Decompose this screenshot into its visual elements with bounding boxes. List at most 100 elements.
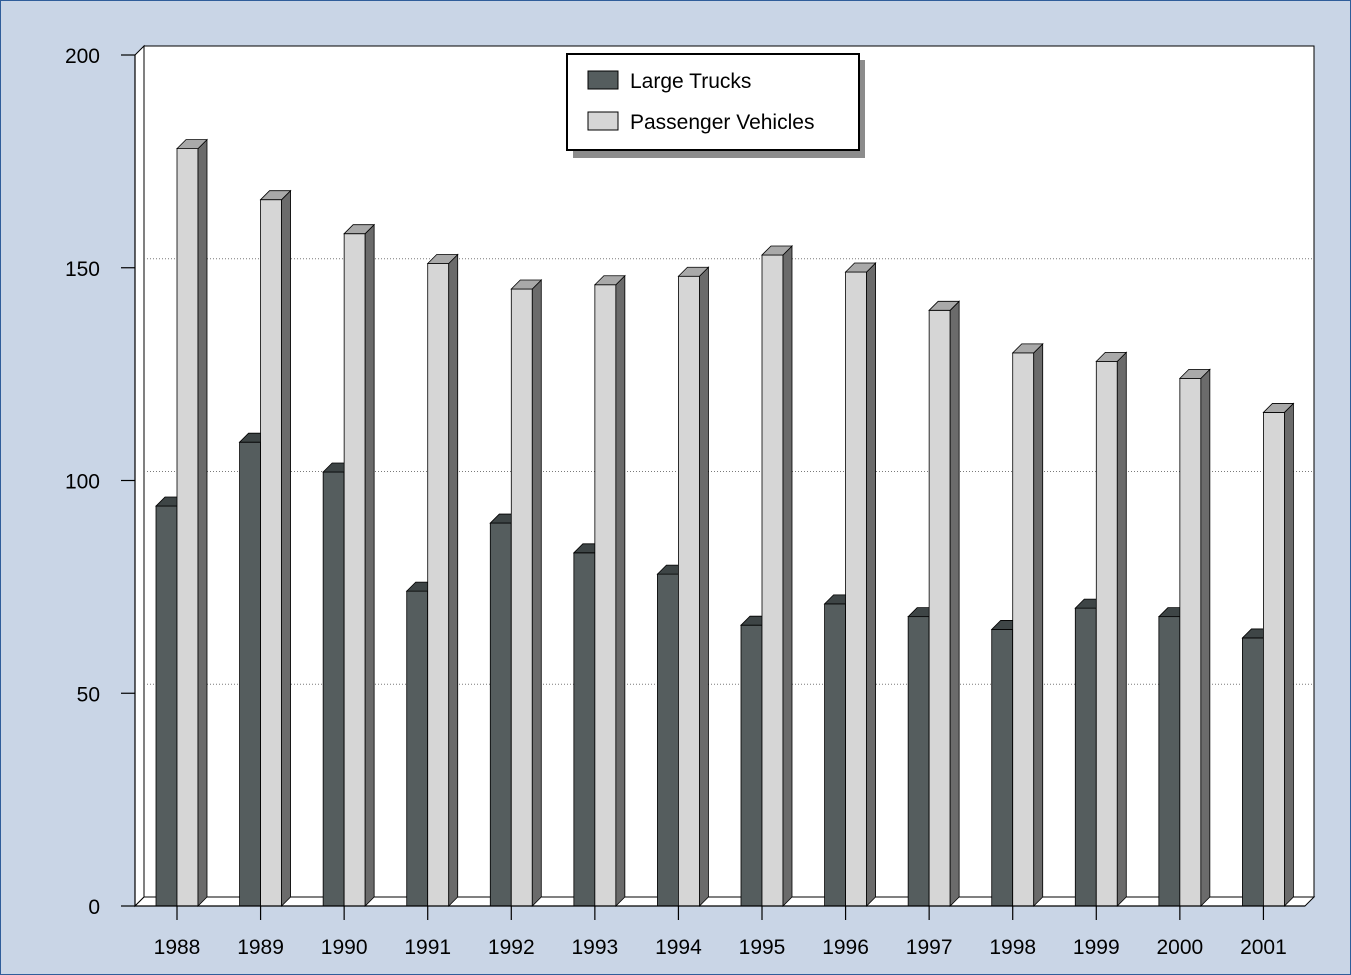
bar-top (259, 190, 292, 201)
x-tick-label: 1992 (488, 936, 535, 959)
bar-side (1116, 351, 1127, 907)
bar-front (1179, 377, 1202, 907)
legend: Large Trucks Passenger Vehicles (566, 53, 865, 158)
bar-top (510, 279, 543, 290)
bar-front (824, 603, 846, 907)
x-tick-label: 1998 (989, 936, 1036, 959)
bar-side (531, 279, 542, 907)
bar-side (949, 300, 960, 907)
bar-front (678, 275, 700, 907)
legend-swatch-passenger-vehicles (587, 111, 619, 131)
bar-front (260, 199, 282, 907)
bar-front (657, 573, 679, 907)
bar-front (1263, 412, 1285, 907)
bar-side (448, 253, 459, 907)
bar (1178, 368, 1211, 907)
bar-front (907, 616, 930, 907)
bar-front (322, 471, 345, 907)
y-tick-label: 150 (65, 258, 100, 281)
x-tick-label: 1988 (154, 936, 201, 959)
bar-front (991, 629, 1014, 907)
bar-front (1158, 616, 1181, 907)
bars (155, 138, 1295, 907)
x-tick-label: 2000 (1156, 936, 1203, 959)
bar (761, 245, 793, 907)
bar-side (866, 262, 876, 907)
bar-top (761, 245, 793, 256)
bar-side (699, 266, 709, 907)
bar (677, 266, 710, 907)
bar-front (740, 624, 763, 907)
bar (510, 279, 543, 907)
plot-left-wall (134, 44, 145, 908)
bar-top (426, 254, 459, 264)
bar (928, 300, 961, 907)
bar-top (1178, 368, 1211, 379)
bar-front (176, 148, 199, 907)
legend-swatch-large-trucks (587, 70, 619, 90)
y-tick-label: 0 (88, 896, 100, 919)
legend-label-large-trucks: Large Trucks (630, 70, 751, 93)
plot-area (133, 44, 1316, 908)
bar (844, 262, 877, 907)
bar-top (343, 224, 376, 235)
bar-side (197, 138, 208, 907)
bar-top (928, 300, 961, 311)
bar-front (1074, 607, 1097, 907)
bar-top (844, 262, 877, 273)
bar (1095, 351, 1128, 907)
x-tick-label: 1994 (655, 936, 702, 959)
bar (1262, 402, 1295, 907)
bar-front (406, 590, 429, 907)
bar (176, 138, 208, 907)
bar (343, 223, 376, 907)
bar-side (364, 223, 375, 907)
bar (593, 274, 626, 907)
bar-front (489, 522, 512, 907)
bar-front (845, 271, 867, 907)
axes: 0 50 100 150 200 1988 1989 1990 1991 1992 1993 1994… (65, 45, 1305, 959)
bar-top (1011, 343, 1044, 354)
bar-front (427, 263, 450, 907)
x-tick-label: 1995 (739, 936, 786, 959)
x-tick-label: 1989 (237, 936, 284, 959)
y-tick-label: 200 (65, 45, 100, 68)
bar (426, 253, 459, 907)
bar-front (155, 505, 178, 907)
y-tick-label: 50 (77, 683, 100, 706)
bar-front (1242, 637, 1264, 907)
legend-box (566, 53, 860, 151)
bar-top (176, 139, 208, 150)
bar-front (239, 441, 261, 907)
x-tick-label: 2001 (1240, 936, 1287, 959)
bar-front (510, 288, 533, 907)
legend-label-passenger-vehicles: Passenger Vehicles (630, 111, 814, 134)
bar-top (593, 275, 626, 286)
bar-top (677, 266, 710, 277)
x-tick-label: 1999 (1073, 936, 1120, 959)
bar-front (1012, 352, 1035, 907)
bar-side (1033, 342, 1044, 907)
x-tick-label: 1991 (404, 936, 451, 959)
bar-front (928, 309, 951, 907)
bar-top (1262, 403, 1295, 413)
bar (259, 189, 292, 907)
bar-side (1284, 402, 1294, 907)
bar-front (343, 233, 366, 907)
bar-front (573, 552, 596, 907)
bar-side (1200, 368, 1211, 907)
plot-floor (133, 896, 1316, 907)
bar-top (1095, 351, 1128, 362)
x-tick-label: 1993 (571, 936, 618, 959)
x-tick-label: 1997 (906, 936, 953, 959)
bar-front (594, 284, 617, 907)
y-tick-label: 100 (65, 471, 100, 494)
x-tick-label: 1996 (822, 936, 869, 959)
bar-side (615, 274, 626, 907)
bar (1011, 342, 1044, 907)
bar-front (761, 254, 784, 907)
bar-side (281, 189, 291, 907)
x-tick-label: 1990 (321, 936, 368, 959)
bar-side (782, 245, 793, 907)
